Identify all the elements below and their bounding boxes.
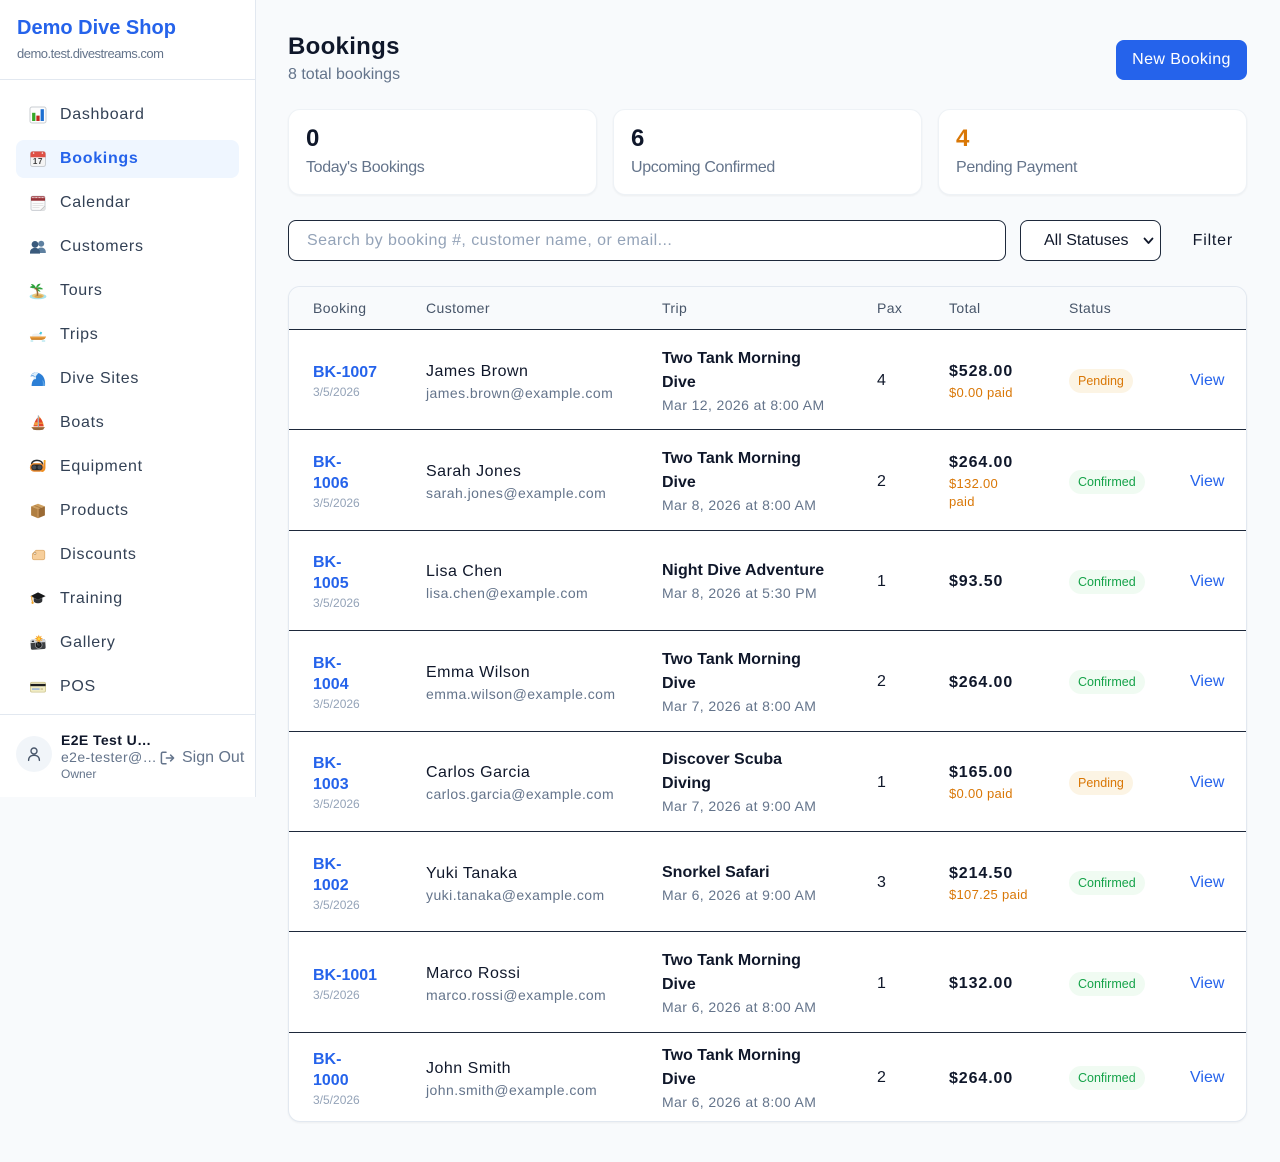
- svg-text:17: 17: [33, 157, 43, 166]
